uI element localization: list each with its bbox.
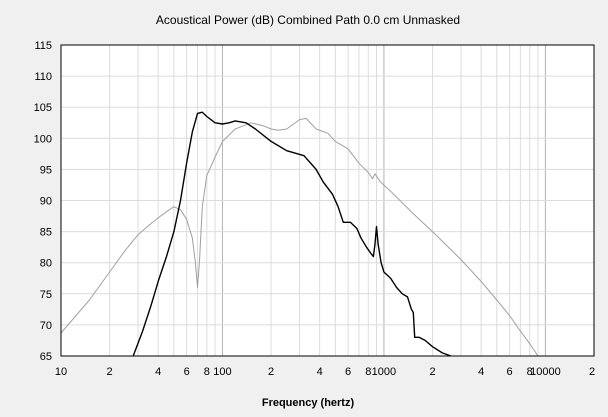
y-tick-label: 100 (34, 133, 52, 145)
y-tick-label: 95 (40, 164, 52, 176)
y-tick-label: 65 (40, 351, 52, 363)
y-tick-label: 75 (40, 289, 52, 301)
series-layer (61, 111, 539, 356)
x-tick-label: 6 (345, 366, 351, 378)
x-axis-label: Frequency (hertz) (262, 397, 355, 409)
chart-title: Acoustical Power (dB) Combined Path 0.0 … (156, 13, 460, 27)
x-tick-label: 100 (213, 366, 231, 378)
y-tick-label: 70 (40, 320, 52, 332)
y-tick-label: 80 (40, 258, 52, 270)
x-tick-label: 2 (429, 366, 435, 378)
x-tick-label: 1000 (372, 366, 396, 378)
x-tick-label: 10000 (530, 366, 561, 378)
grid (61, 45, 594, 356)
x-tick-label: 4 (317, 366, 323, 378)
x-tick-label: 10 (55, 366, 67, 378)
y-tick-label: 90 (40, 196, 52, 208)
x-tick-label: 2 (268, 366, 274, 378)
y-tick-label: 110 (34, 71, 52, 83)
y-tick-label: 85 (40, 227, 52, 239)
y-tick-label: 115 (34, 40, 52, 52)
x-tick-label: 2 (589, 366, 595, 378)
series-line-1 (132, 111, 452, 356)
y-axis-tick-labels: 65 70 75 80 85 90 95 100 105 110 115 (34, 40, 52, 363)
x-tick-label: 8 (204, 366, 210, 378)
x-tick-label: 8 (527, 366, 533, 378)
y-tick-label: 105 (34, 102, 52, 114)
plot-frame (60, 44, 595, 357)
x-tick-label: 6 (184, 366, 190, 378)
series-line-2 (61, 117, 539, 356)
x-tick-label: 2 (107, 366, 113, 378)
x-tick-label: 8 (365, 366, 371, 378)
x-tick-label: 4 (155, 366, 161, 378)
x-tick-label: 4 (478, 366, 484, 378)
x-tick-label: 6 (507, 366, 513, 378)
